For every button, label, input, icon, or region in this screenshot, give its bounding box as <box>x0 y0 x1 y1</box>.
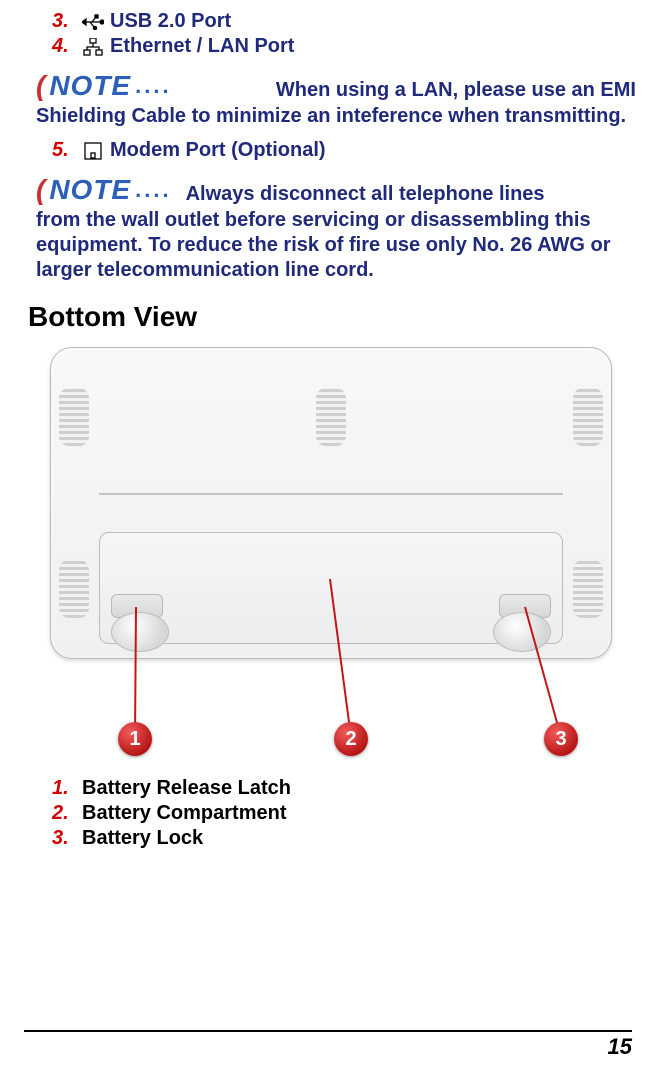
note1-body: Shielding Cable to minimize an inteferen… <box>36 104 636 129</box>
note-swoosh-icon: ( <box>36 176 45 204</box>
note-word: NOTE <box>49 174 131 206</box>
bottom-item-3: 3. Battery Lock <box>52 827 636 850</box>
callout-bubbles: 1 2 3 <box>50 669 610 769</box>
rubber-foot <box>111 612 169 652</box>
note-swoosh-icon: ( <box>36 72 45 100</box>
item-number: 4. <box>52 35 76 58</box>
page-footer: 15 <box>24 1030 632 1060</box>
item-number: 1. <box>52 777 76 800</box>
list-item-3: 3. USB 2.0 Port <box>52 10 636 33</box>
lan-icon <box>82 38 104 56</box>
note-badge: ( NOTE .... <box>36 70 172 102</box>
vent <box>573 560 603 618</box>
note1-lead: When using a LAN, please use an EMI <box>276 79 636 102</box>
callout-number: 3 <box>544 722 578 756</box>
usb-icon <box>82 14 104 30</box>
item-label: Modem Port (Optional) <box>110 139 326 162</box>
item-number: 5. <box>52 139 76 162</box>
item-label: Battery Compartment <box>82 802 286 825</box>
item-number: 2. <box>52 802 76 825</box>
item-number: 3. <box>52 10 76 33</box>
section-heading: Bottom View <box>28 301 636 333</box>
bottom-list: 1. Battery Release Latch 2. Battery Comp… <box>24 777 636 850</box>
bottom-item-2: 2. Battery Compartment <box>52 802 636 825</box>
vent <box>59 388 89 446</box>
laptop-body <box>50 347 612 659</box>
callout-number: 1 <box>118 722 152 756</box>
item-label: USB 2.0 Port <box>110 10 231 33</box>
note2-body: from the wall outlet before servicing or… <box>36 208 636 283</box>
vent <box>59 560 89 618</box>
seam-line <box>99 493 563 495</box>
note-1: ( NOTE .... When using a LAN, please use… <box>36 70 636 102</box>
page: 3. USB 2.0 Port 4. <box>0 0 656 1074</box>
bottom-view-diagram: 1 2 3 <box>50 347 610 769</box>
list-item-4: 4. Ethernet / LAN Port <box>52 35 636 58</box>
item-label: Ethernet / LAN Port <box>110 35 294 58</box>
vent <box>316 388 346 446</box>
vent <box>573 388 603 446</box>
item-number: 3. <box>52 827 76 850</box>
note-dots-icon: .... <box>135 177 171 203</box>
callout-number: 2 <box>334 722 368 756</box>
page-number: 15 <box>24 1034 632 1060</box>
note-2: ( NOTE .... Always disconnect all teleph… <box>36 174 636 206</box>
note2-lead: Always disconnect all telephone lines <box>186 183 545 206</box>
note-badge: ( NOTE .... <box>36 174 172 206</box>
rubber-foot <box>493 612 551 652</box>
item-label: Battery Lock <box>82 827 203 850</box>
footer-rule <box>24 1030 632 1032</box>
note-dots-icon: .... <box>135 73 171 99</box>
list-item-5: 5. Modem Port (Optional) <box>52 139 636 162</box>
item-label: Battery Release Latch <box>82 777 291 800</box>
note-word: NOTE <box>49 70 131 102</box>
bottom-item-1: 1. Battery Release Latch <box>52 777 636 800</box>
modem-icon <box>82 142 104 160</box>
